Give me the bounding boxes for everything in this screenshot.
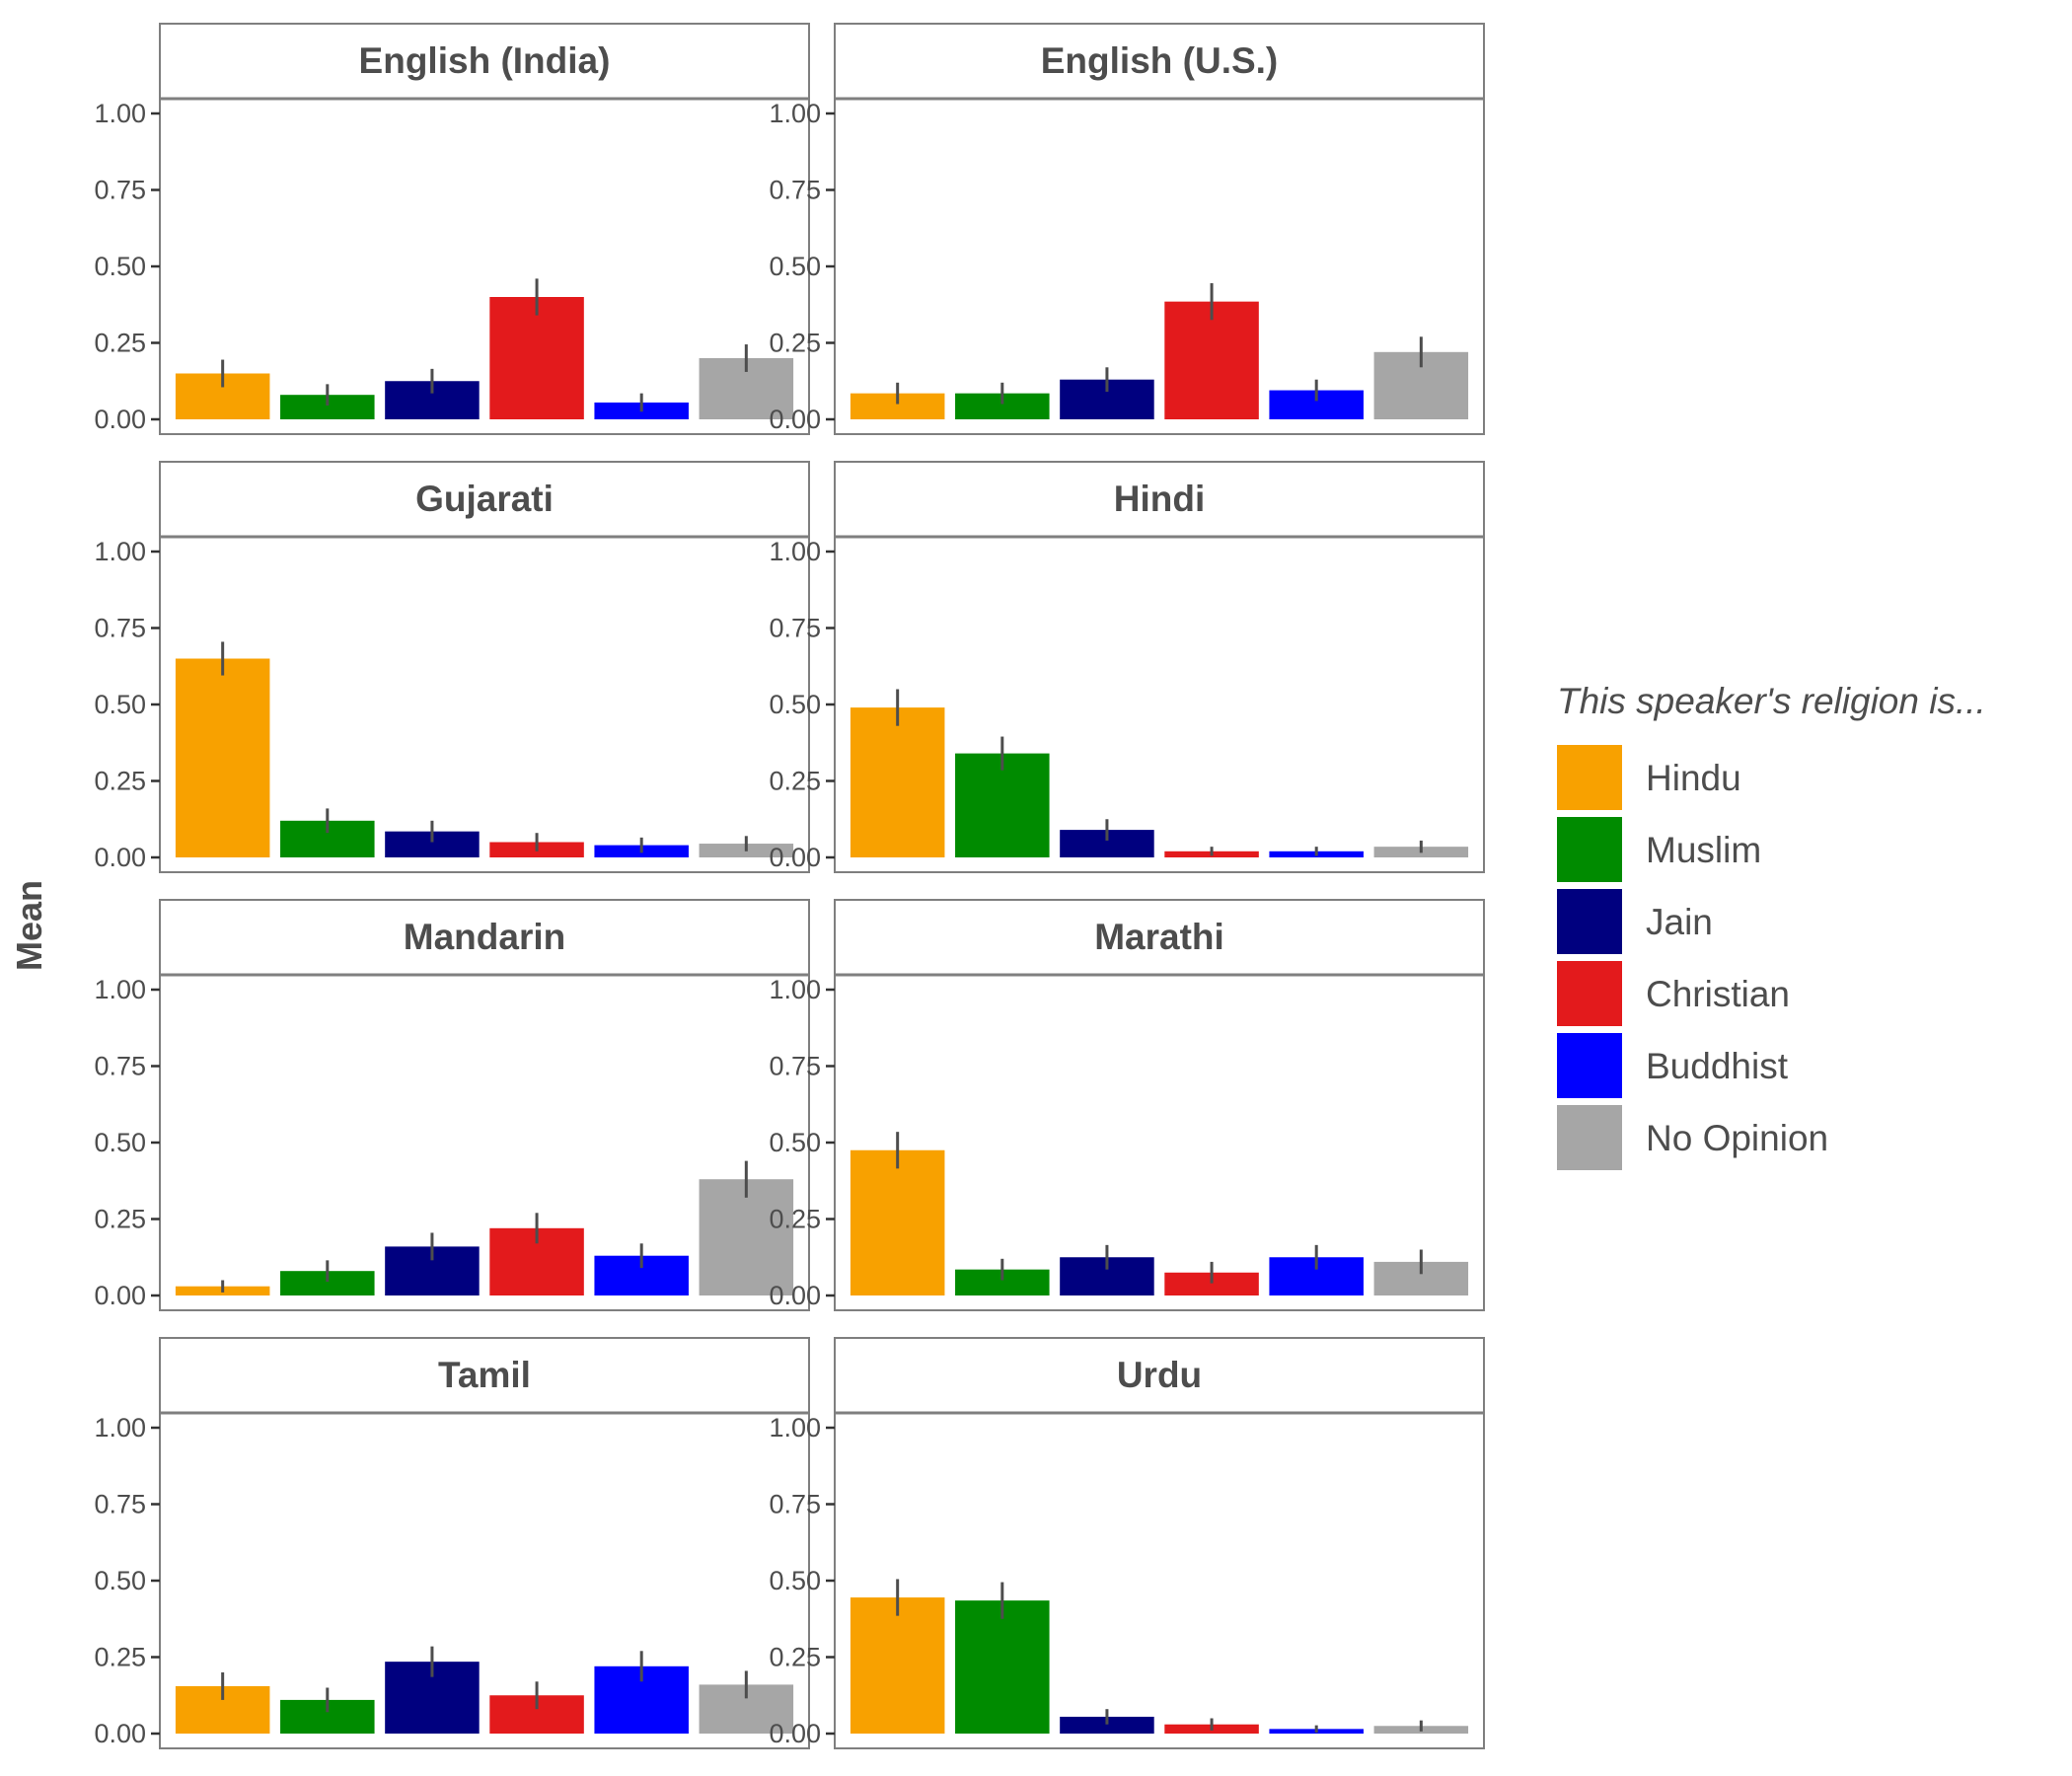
panel-strip xyxy=(159,461,810,538)
panel-gujarati: Gujarati 0.00 0.25 0.50 0.75 1.00 xyxy=(94,461,810,873)
y-tick-label: 0.25 xyxy=(769,1205,821,1234)
y-tick-label: 0.75 xyxy=(769,614,821,643)
legend-label-jain: Jain xyxy=(1646,902,1713,942)
y-tick-label: 0.00 xyxy=(94,1719,146,1748)
legend-label-christian: Christian xyxy=(1646,974,1790,1014)
panel-english-u-s: English (U.S.) 0.00 0.25 0.50 0.75 1.00 xyxy=(769,23,1485,435)
legend-title: This speaker's religion is... xyxy=(1557,681,1986,721)
facet-panels: English (India)0.000.250.500.751.00Engli… xyxy=(94,23,1485,1749)
y-tick-label: 0.75 xyxy=(769,1490,821,1519)
y-tick-label: 0.50 xyxy=(94,690,146,719)
y-tick-label: 1.00 xyxy=(769,99,821,128)
legend-label-no-opinion: No Opinion xyxy=(1646,1118,1828,1158)
legend: This speaker's religion is... Hindu Musli… xyxy=(1557,681,1986,1170)
y-tick-label: 0.25 xyxy=(769,767,821,796)
panel-urdu: Urdu 0.00 0.25 0.50 0.75 1.00 xyxy=(769,1337,1485,1749)
y-tick-label: 0.50 xyxy=(94,252,146,281)
bar-muslim xyxy=(955,1600,1050,1734)
y-tick-label: 0.75 xyxy=(94,614,146,643)
y-tick-label: 1.00 xyxy=(769,975,821,1004)
y-tick-label: 0.25 xyxy=(94,767,146,796)
bar-muslim xyxy=(955,753,1050,857)
y-tick-label: 0.25 xyxy=(769,1643,821,1672)
legend-key-christian xyxy=(1557,961,1622,1026)
y-tick-label: 0.75 xyxy=(94,1490,146,1519)
y-tick-label: 0.25 xyxy=(94,1205,146,1234)
y-tick-label: 0.50 xyxy=(769,690,821,719)
bar-hindu xyxy=(850,1149,945,1295)
panel-title: English (India) xyxy=(359,40,611,81)
y-tick-label: 0.25 xyxy=(94,329,146,358)
y-tick-label: 0.50 xyxy=(769,1566,821,1595)
panel-tamil: Tamil 0.00 0.25 0.50 0.75 1.00 xyxy=(94,1337,810,1749)
legend-label-hindu: Hindu xyxy=(1646,758,1741,798)
y-tick-label: 1.00 xyxy=(769,1413,821,1443)
y-tick-label: 0.00 xyxy=(769,843,821,872)
panel-title: Marathi xyxy=(1094,917,1224,957)
y-axis-label: Mean xyxy=(9,880,49,971)
legend-key-hindu xyxy=(1557,745,1622,810)
bar-hindu xyxy=(850,1597,945,1734)
panel-title: Urdu xyxy=(1117,1355,1202,1395)
y-tick-label: 1.00 xyxy=(94,537,146,566)
panel-strip xyxy=(834,1337,1485,1414)
panel-strip xyxy=(159,899,810,976)
bar-hindu xyxy=(850,707,945,857)
panel-hindi: Hindi 0.00 0.25 0.50 0.75 1.00 xyxy=(769,461,1485,873)
legend-label-muslim: Muslim xyxy=(1646,830,1761,870)
y-tick-label: 0.75 xyxy=(769,1052,821,1081)
bar-christian xyxy=(1164,301,1259,419)
panel-title: English (U.S.) xyxy=(1041,40,1279,81)
y-tick-label: 0.50 xyxy=(769,252,821,281)
y-tick-label: 0.25 xyxy=(769,329,821,358)
y-tick-label: 0.00 xyxy=(94,843,146,872)
y-tick-label: 1.00 xyxy=(94,99,146,128)
y-tick-label: 0.00 xyxy=(94,405,146,434)
y-tick-label: 0.75 xyxy=(94,1052,146,1081)
panel-mandarin: Mandarin 0.00 0.25 0.50 0.75 1.00 xyxy=(94,899,810,1311)
panel-title: Tamil xyxy=(438,1355,531,1395)
panel-title: Mandarin xyxy=(404,917,565,957)
legend-key-muslim xyxy=(1557,817,1622,882)
bar-christian xyxy=(489,297,584,419)
panel-title: Gujarati xyxy=(415,479,554,519)
y-tick-label: 0.00 xyxy=(94,1281,146,1310)
y-tick-label: 0.00 xyxy=(769,405,821,434)
panel-strip xyxy=(159,23,810,100)
legend-key-buddhist xyxy=(1557,1033,1622,1098)
panel-marathi: Marathi 0.00 0.25 0.50 0.75 1.00 xyxy=(769,899,1485,1311)
panel-english-india: English (India) 0.00 0.25 0.50 0.75 1.00 xyxy=(94,23,810,435)
panel-strip xyxy=(834,23,1485,100)
y-tick-label: 0.50 xyxy=(94,1128,146,1157)
y-tick-label: 0.75 xyxy=(769,176,821,205)
y-tick-label: 1.00 xyxy=(94,975,146,1004)
bar-hindu xyxy=(175,658,270,857)
y-tick-label: 1.00 xyxy=(94,1413,146,1443)
legend-key-no-opinion xyxy=(1557,1105,1622,1170)
legend-key-jain xyxy=(1557,889,1622,954)
y-tick-label: 0.50 xyxy=(769,1128,821,1157)
bar-christian xyxy=(1164,1272,1259,1295)
y-tick-label: 0.75 xyxy=(94,176,146,205)
y-tick-label: 0.50 xyxy=(94,1566,146,1595)
panel-strip xyxy=(159,1337,810,1414)
bar-jain xyxy=(1060,1716,1154,1734)
legend-label-buddhist: Buddhist xyxy=(1646,1046,1789,1086)
panel-title: Hindi xyxy=(1114,479,1205,519)
y-tick-label: 1.00 xyxy=(769,537,821,566)
y-tick-label: 0.00 xyxy=(769,1281,821,1310)
bar-no-opinion xyxy=(699,1179,794,1295)
y-tick-label: 0.00 xyxy=(769,1719,821,1748)
y-tick-label: 0.25 xyxy=(94,1643,146,1672)
